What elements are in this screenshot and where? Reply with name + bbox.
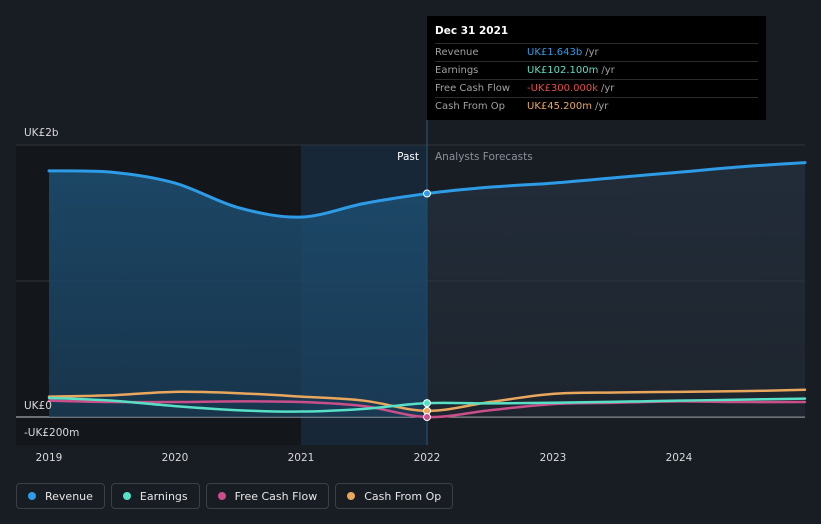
- x-tick-label: 2023: [540, 452, 567, 464]
- legend-dot-icon: [217, 492, 226, 500]
- legend: Revenue Earnings Free Cash Flow Cash From O…: [16, 483, 454, 509]
- x-tick-label: 2020: [162, 452, 189, 464]
- forecast-label: Analysts Forecasts: [435, 151, 533, 163]
- past-label: Past: [397, 151, 419, 163]
- tooltip-row-unit: /yr: [601, 65, 615, 76]
- tooltip: Dec 31 2021 Revenue UK£1.643b/yr Earnings U…: [427, 16, 766, 120]
- legend-label: Free Cash Flow: [234, 489, 318, 503]
- x-tick-label: 2019: [36, 452, 63, 464]
- legend-item-cash-from-op[interactable]: Cash From Op: [335, 483, 454, 509]
- tooltip-row-unit: /yr: [601, 83, 615, 94]
- tooltip-row-label: Earnings: [435, 65, 479, 76]
- legend-dot-icon: [122, 492, 131, 500]
- tooltip-row: Cash From Op UK£45.200m/yr: [435, 97, 758, 115]
- legend-item-earnings[interactable]: Earnings: [110, 483, 200, 509]
- tooltip-row: Free Cash Flow -UK£300.000k/yr: [435, 79, 758, 97]
- legend-label: Earnings: [139, 489, 188, 503]
- chart: UK£2b UK£0 -UK£200m 2019 2020 2021 2022 2023 202…: [16, 120, 807, 464]
- legend-item-free-cash-flow[interactable]: Free Cash Flow: [205, 483, 330, 509]
- tooltip-row-value: UK£45.200m: [527, 101, 592, 112]
- revenue-point: [423, 189, 431, 198]
- tooltip-row-label: Revenue: [435, 47, 479, 58]
- tooltip-row-unit: /yr: [594, 101, 609, 112]
- x-tick-label: 2022: [414, 452, 441, 464]
- legend-item-revenue[interactable]: Revenue: [16, 483, 105, 509]
- legend-dot-icon: [347, 492, 356, 500]
- legend-label: Cash From Op: [364, 489, 442, 503]
- tooltip-row-label: Free Cash Flow: [435, 83, 511, 94]
- tooltip-row-label: Cash From Op: [435, 101, 506, 112]
- revenue-area-forecast: [427, 162, 805, 417]
- legend-dot-icon: [28, 492, 36, 500]
- earnings-point: [423, 399, 431, 408]
- tooltip-row-unit: /yr: [585, 47, 599, 58]
- tooltip-row-value: UK£102.100m: [527, 65, 599, 76]
- x-tick-label: 2024: [666, 452, 693, 464]
- tooltip-row: Earnings UK£102.100m/yr: [435, 61, 758, 79]
- y-tick-label: UK£0: [24, 400, 52, 412]
- revenue-area-past: [49, 170, 427, 417]
- y-tick-label: -UK£200m: [24, 427, 79, 439]
- y-tick-label: UK£2b: [24, 127, 59, 139]
- tooltip-row-value: -UK£300.000k: [527, 83, 598, 94]
- x-tick-label: 2021: [288, 452, 315, 464]
- tooltip-row: Revenue UK£1.643b/yr: [435, 43, 758, 61]
- tooltip-date: Dec 31 2021: [435, 25, 509, 37]
- tooltip-row-value: UK£1.643b: [527, 47, 583, 58]
- legend-label: Revenue: [45, 489, 93, 503]
- free-cash-flow-point: [423, 413, 431, 422]
- revenue-line: [47, 161, 807, 219]
